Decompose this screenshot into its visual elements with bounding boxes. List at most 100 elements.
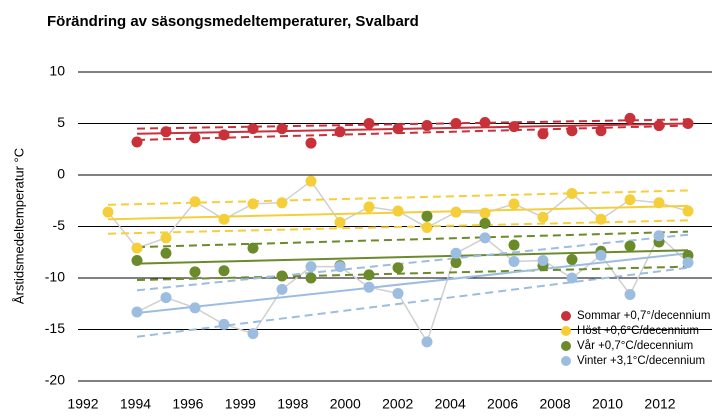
data-point	[421, 210, 433, 222]
confidence-line	[107, 219, 689, 235]
data-point	[566, 188, 578, 200]
x-tick-label: 1996	[172, 396, 203, 412]
y-tick-label: -15	[45, 320, 65, 336]
data-point	[218, 265, 230, 277]
data-point	[363, 118, 375, 129]
data-point	[363, 201, 375, 213]
x-tick-label: 1998	[277, 396, 308, 412]
data-point	[334, 126, 346, 138]
legend-marker	[561, 341, 571, 351]
data-point	[218, 318, 230, 330]
confidence-line	[136, 124, 689, 141]
data-point	[450, 247, 462, 259]
y-axis-label: Årstidsmedeltemperatur °C	[11, 148, 26, 304]
data-point	[479, 116, 491, 128]
data-point	[421, 120, 433, 132]
x-tick-label: 2000	[330, 396, 361, 412]
confidence-line	[136, 118, 689, 130]
x-tick-label: 2006	[487, 396, 518, 412]
y-tick-label: -10	[45, 269, 65, 285]
data-point	[537, 211, 549, 223]
data-point	[479, 232, 491, 244]
data-point	[305, 175, 317, 187]
data-point	[508, 121, 520, 133]
data-point	[479, 217, 491, 229]
data-point	[218, 213, 230, 225]
x-tick-label: 1992	[67, 396, 98, 412]
data-point	[508, 256, 520, 268]
data-point	[131, 254, 143, 266]
legend-label: Vinter +3,1°C/decennium	[577, 355, 705, 367]
data-point	[247, 123, 259, 135]
legend-marker	[561, 311, 571, 321]
data-point	[450, 118, 462, 129]
data-point	[189, 266, 201, 278]
data-point	[566, 272, 578, 284]
data-point	[160, 292, 172, 304]
data-point	[392, 287, 404, 299]
y-tick-label: -20	[45, 372, 65, 388]
data-point	[218, 129, 230, 141]
legend-label: Höst +0,6°C/decennium	[577, 325, 699, 337]
data-point	[392, 123, 404, 135]
x-tick-label: 2010	[592, 396, 623, 412]
data-point	[131, 242, 143, 254]
confidence-line	[136, 230, 689, 249]
data-point	[102, 206, 114, 218]
data-point	[363, 269, 375, 281]
data-point	[508, 198, 520, 210]
data-point	[276, 270, 288, 282]
x-tick-label: 1994	[120, 396, 151, 412]
confidence-line	[107, 189, 689, 206]
data-point	[247, 198, 259, 210]
legend-label: Vår +0,7°C/decennium	[577, 340, 693, 352]
legend-marker	[561, 326, 571, 336]
data-point	[421, 336, 433, 348]
confidence-line	[136, 233, 689, 292]
y-tick-label: 5	[57, 114, 65, 130]
data-point	[276, 283, 288, 295]
data-point	[508, 239, 520, 251]
data-point	[392, 205, 404, 217]
data-point	[653, 120, 665, 132]
legend-label: Sommar +0,7°/decennium	[577, 310, 710, 322]
data-point	[392, 262, 404, 274]
data-point	[363, 281, 375, 293]
data-point	[305, 272, 317, 284]
x-tick-label: 2004	[435, 396, 466, 412]
data-point	[624, 194, 636, 206]
data-point	[160, 247, 172, 259]
data-point	[247, 328, 259, 340]
data-point	[189, 196, 201, 208]
data-point	[247, 242, 259, 254]
data-point	[305, 261, 317, 273]
data-point	[566, 125, 578, 137]
y-tick-label: 10	[49, 63, 65, 79]
data-point	[305, 137, 317, 149]
data-point	[131, 306, 143, 318]
data-point	[131, 136, 143, 148]
data-point	[682, 118, 694, 129]
data-point	[160, 126, 172, 138]
data-point	[682, 257, 694, 269]
data-point	[189, 302, 201, 314]
data-point	[653, 230, 665, 242]
data-point	[595, 213, 607, 225]
data-point	[450, 206, 462, 218]
data-point	[653, 197, 665, 209]
x-tick-label: 2012	[644, 396, 675, 412]
data-point	[682, 205, 694, 217]
x-tick-label: 1999	[225, 396, 256, 412]
data-point	[450, 257, 462, 269]
trend-line	[136, 122, 689, 135]
confidence-line	[136, 265, 689, 282]
data-point	[595, 125, 607, 137]
data-point	[595, 249, 607, 261]
chart-title: Förändring av säsongsmedeltemperaturer, …	[47, 13, 419, 30]
data-point	[537, 128, 549, 140]
data-point	[160, 232, 172, 244]
data-point	[189, 132, 201, 144]
data-point	[566, 253, 578, 265]
y-tick-label: -5	[53, 217, 66, 233]
